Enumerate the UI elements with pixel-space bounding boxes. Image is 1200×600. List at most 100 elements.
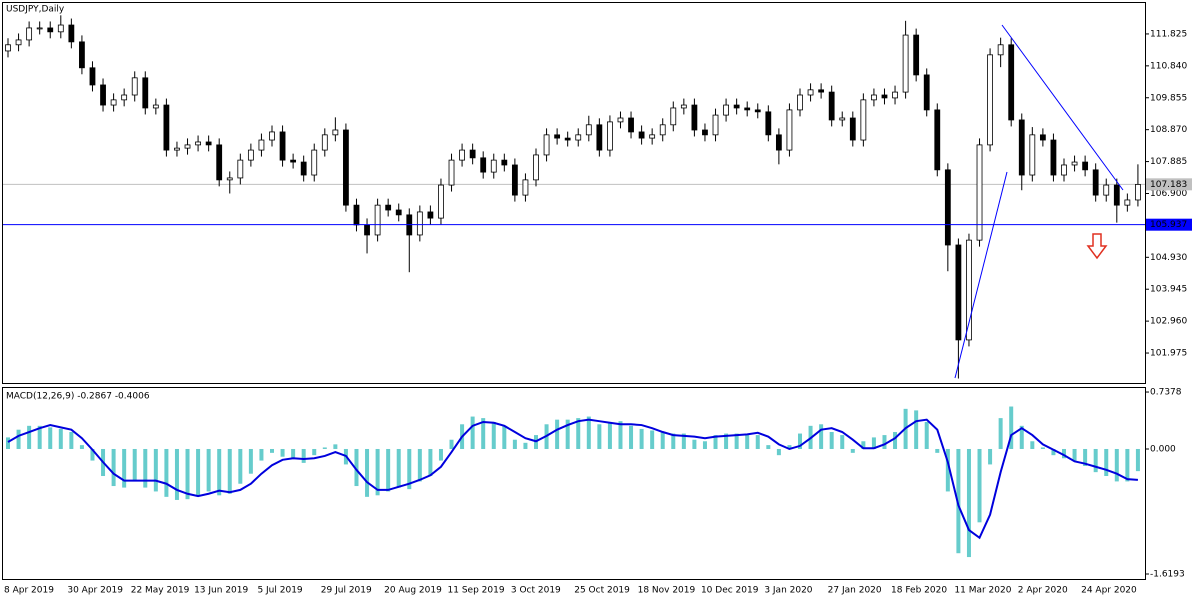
macd-bar: [238, 448, 243, 484]
candle-body: [163, 104, 170, 151]
macd-bar: [1104, 448, 1109, 477]
candle-body: [754, 109, 761, 113]
candle-body: [195, 141, 201, 146]
x-tick-label: 29 Jul 2019: [321, 586, 372, 596]
candle-body: [934, 109, 941, 171]
macd-bar: [1062, 448, 1066, 459]
macd-bar: [185, 448, 190, 500]
macd-bar: [692, 439, 697, 449]
macd-bar: [407, 448, 412, 490]
macd-bar: [882, 435, 887, 449]
candle-body: [152, 104, 159, 109]
x-tick-label: 30 Apr 2019: [67, 586, 123, 596]
candle-body: [311, 149, 318, 176]
macd-bar: [259, 448, 264, 461]
candle-body: [828, 91, 835, 121]
candle-body: [205, 141, 212, 146]
candle-body: [691, 104, 698, 131]
candle-body: [258, 139, 265, 151]
candle-body: [68, 24, 75, 43]
candle-body: [596, 124, 603, 151]
candle-body: [184, 144, 191, 149]
candle-body: [416, 211, 423, 236]
macd-bar: [153, 448, 158, 492]
candle-body: [617, 117, 624, 123]
candle-body: [765, 111, 772, 136]
macd-bar: [1135, 448, 1140, 472]
candle-body: [807, 89, 814, 96]
candle-body: [36, 27, 43, 30]
horizontal-line-label: 105.937: [1150, 220, 1187, 230]
x-tick-label: 5 Jul 2019: [257, 586, 302, 596]
macd-bar: [734, 433, 739, 449]
macd-bar: [893, 432, 898, 449]
macd-bar: [333, 444, 338, 449]
candle-body: [247, 149, 254, 161]
x-tick-label: 18 Feb 2020: [891, 586, 947, 596]
macd-bar: [37, 425, 42, 449]
candle-body: [374, 204, 381, 236]
y-tick-label: 102.960: [1150, 317, 1187, 327]
candle-body: [966, 239, 972, 341]
macd-bar: [523, 442, 528, 449]
macd-bar: [924, 421, 929, 449]
candle-body: [533, 154, 539, 181]
macd-bar: [1040, 447, 1045, 449]
last-price-box: [1146, 178, 1192, 191]
candle-body: [1082, 161, 1089, 171]
macd-bar: [449, 439, 454, 449]
macd-bar: [639, 428, 644, 449]
candle-body: [300, 161, 307, 176]
candle-body: [364, 224, 370, 236]
last-price-label: 107.183: [1150, 180, 1187, 190]
x-tick-label: 13 Jun 2019: [194, 586, 248, 596]
macd-bar: [502, 425, 507, 449]
candle-body: [343, 129, 349, 206]
candle-body: [469, 149, 476, 159]
macd-bar: [174, 448, 179, 500]
x-tick-label: 27 Jan 2020: [828, 586, 882, 596]
macd-bar: [650, 430, 655, 449]
candle-body: [237, 159, 244, 179]
candle-body: [849, 117, 856, 141]
macd-bar: [143, 448, 148, 488]
macd-bar: [1019, 425, 1024, 449]
macd-bar: [301, 448, 306, 463]
macd-bar: [755, 435, 760, 449]
y-tick-label: 0.7378: [1150, 388, 1182, 398]
macd-bar: [681, 433, 686, 449]
candle-body: [131, 77, 138, 96]
candle-body: [385, 204, 392, 211]
macd-bar: [1009, 406, 1014, 449]
macd-bar: [79, 445, 84, 449]
macd-bar: [6, 437, 10, 449]
trend-line: [1001, 24, 1124, 191]
candle-body: [1103, 184, 1110, 196]
candle-body: [438, 184, 444, 219]
macd-bar: [322, 447, 327, 449]
candle-body: [1039, 134, 1046, 141]
indicator-label: MACD(12,26,9) -0.2867 -0.4006: [6, 392, 150, 402]
x-tick-label: 10 Dec 2019: [701, 586, 759, 596]
candle-body: [712, 114, 719, 136]
macd-bar: [565, 419, 570, 449]
y-tick-label: 0.000: [1150, 444, 1176, 454]
candle-body: [702, 129, 708, 136]
macd-bar: [48, 427, 53, 449]
macd-bar: [132, 448, 137, 482]
x-tick-label: 3 Oct 2019: [511, 586, 561, 596]
macd-bar: [702, 441, 707, 449]
macd-bar: [196, 448, 201, 496]
macd-bar: [1083, 448, 1088, 466]
x-tick-label: 11 Sep 2019: [448, 586, 505, 596]
candle-body: [490, 159, 497, 173]
candle-body: [1071, 161, 1078, 166]
candle-body: [321, 134, 328, 151]
y-tick-label: -1.6193: [1150, 570, 1185, 580]
candle-body: [1124, 199, 1131, 206]
macd-bar: [470, 416, 475, 449]
candle-body: [902, 34, 909, 93]
candle-body: [47, 27, 54, 33]
x-tick-label: 18 Nov 2019: [638, 586, 696, 596]
